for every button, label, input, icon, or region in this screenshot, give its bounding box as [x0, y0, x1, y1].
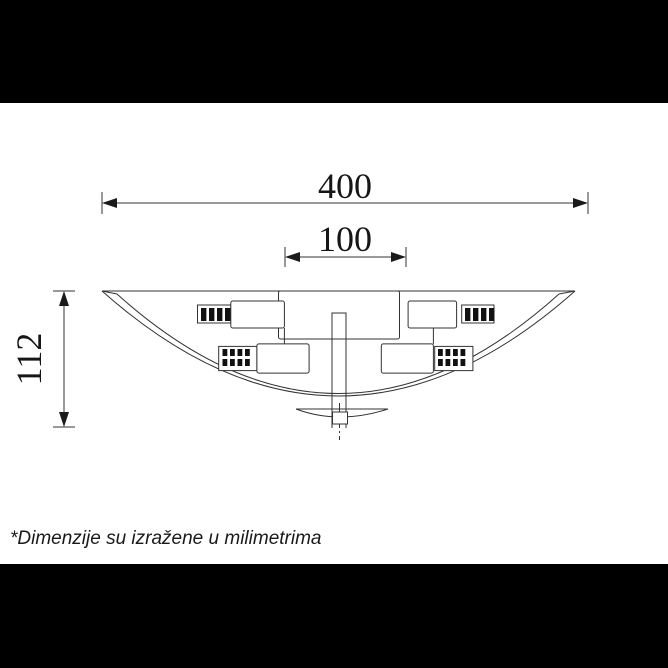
svg-text:112: 112 — [9, 333, 49, 386]
svg-text:400: 400 — [318, 166, 372, 206]
svg-text:100: 100 — [318, 219, 372, 259]
